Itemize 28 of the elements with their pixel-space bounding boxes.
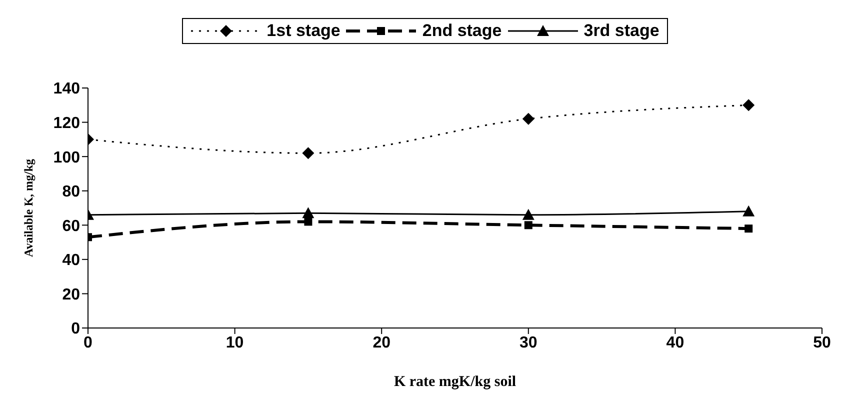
y-axis-title: Available K, mg/kg [21,158,36,258]
x-tick-label: 20 [372,334,391,352]
point [522,208,534,220]
y-tick-label: 60 [62,218,80,235]
y-tick-label: 100 [53,149,80,166]
x-tick-label: 30 [520,334,538,352]
x-tick-label: 0 [84,334,93,352]
legend-label: 1st stage [266,21,340,41]
point [304,218,312,226]
y-tick-label: 20 [62,286,80,304]
legend-label: 2nd stage [422,21,502,41]
point [744,224,753,233]
point [522,112,534,125]
point [742,205,755,216]
x-axis-title: K rate mgK/kg soil [394,374,516,390]
x-tick-label: 50 [813,334,831,352]
point [742,99,755,112]
x-tick-label: 10 [226,334,244,352]
point [524,221,532,230]
point [302,147,314,160]
x-tick-label: 40 [666,334,684,352]
y-tick-label: 80 [62,184,80,201]
legend-label: 3rd stage [584,21,660,41]
point [302,207,314,218]
y-tick-label: 40 [62,252,80,270]
y-tick-label: 120 [53,114,80,132]
y-tick-label: 0 [71,320,80,338]
y-tick-label: 140 [53,80,80,98]
